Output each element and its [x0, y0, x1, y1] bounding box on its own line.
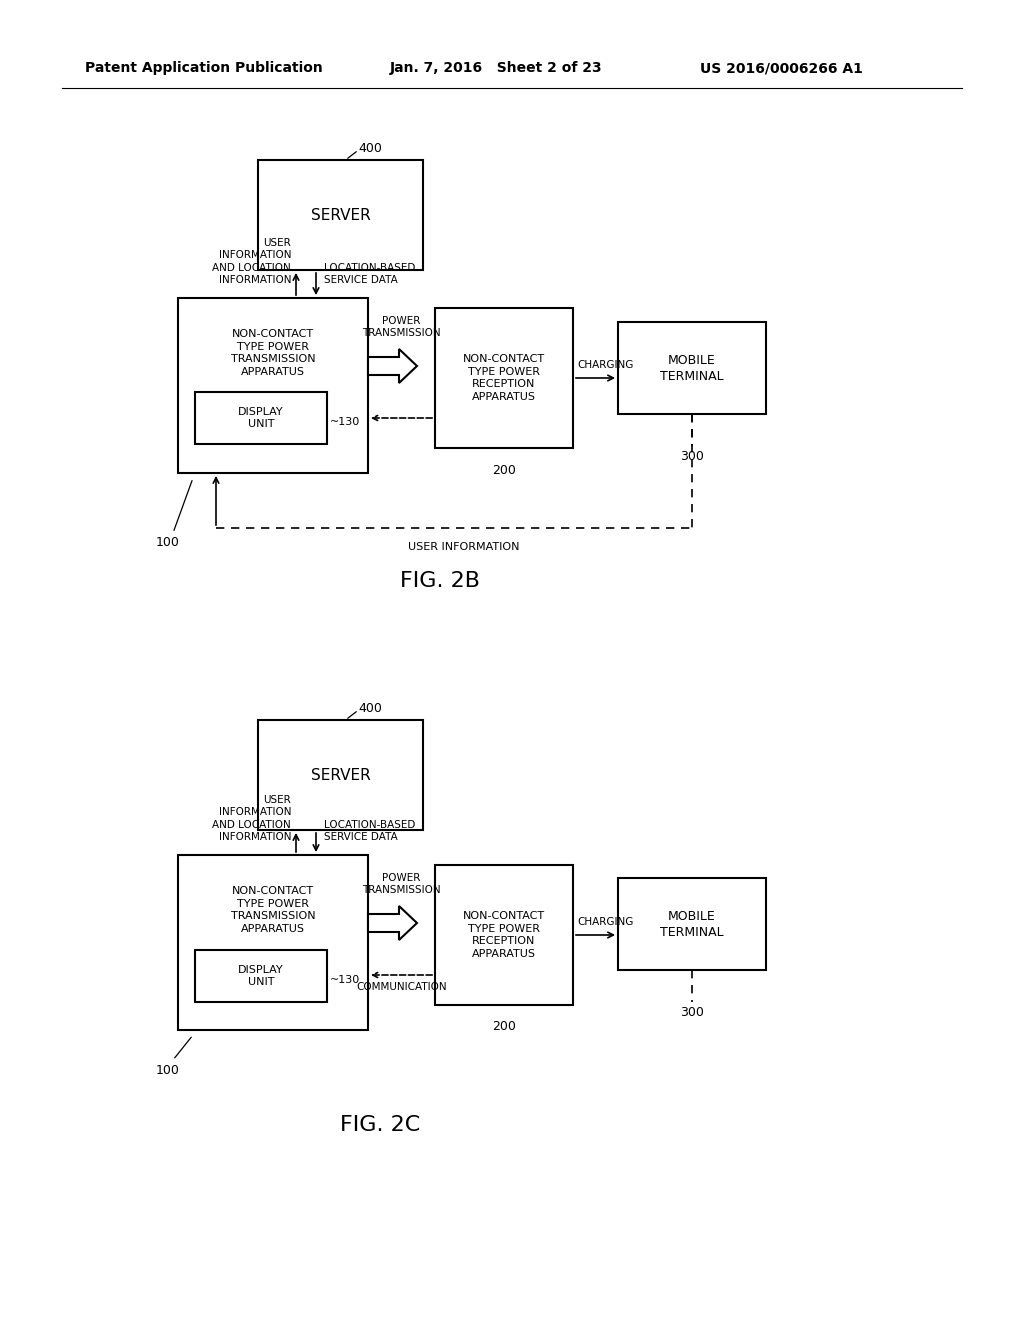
Text: MOBILE
TERMINAL: MOBILE TERMINAL	[660, 354, 724, 383]
Text: FIG. 2C: FIG. 2C	[340, 1115, 420, 1135]
Text: 300: 300	[680, 1006, 703, 1019]
Text: MOBILE
TERMINAL: MOBILE TERMINAL	[660, 909, 724, 939]
Bar	[435, 308, 573, 447]
Bar	[618, 878, 766, 970]
Text: POWER
TRANSMISSION: POWER TRANSMISSION	[362, 873, 440, 895]
FancyArrow shape	[368, 348, 417, 383]
Text: FIG. 2B: FIG. 2B	[400, 572, 480, 591]
Bar	[195, 392, 327, 444]
Bar	[258, 160, 423, 271]
Text: NON-CONTACT
TYPE POWER
RECEPTION
APPARATUS: NON-CONTACT TYPE POWER RECEPTION APPARAT…	[463, 354, 545, 401]
Text: COMMUNICATION: COMMUNICATION	[356, 982, 446, 993]
Text: USER
INFORMATION
AND LOCATION
INFORMATION: USER INFORMATION AND LOCATION INFORMATIO…	[212, 238, 291, 285]
Text: CHARGING: CHARGING	[577, 917, 634, 927]
Bar	[178, 298, 368, 473]
Text: NON-CONTACT
TYPE POWER
RECEPTION
APPARATUS: NON-CONTACT TYPE POWER RECEPTION APPARAT…	[463, 911, 545, 958]
Text: USER
INFORMATION
AND LOCATION
INFORMATION: USER INFORMATION AND LOCATION INFORMATIO…	[212, 795, 291, 842]
Text: 200: 200	[493, 463, 516, 477]
Text: DISPLAY
UNIT: DISPLAY UNIT	[239, 965, 284, 987]
Text: CHARGING: CHARGING	[577, 360, 634, 370]
Text: ~130: ~130	[330, 417, 360, 426]
Text: NON-CONTACT
TYPE POWER
TRANSMISSION
APPARATUS: NON-CONTACT TYPE POWER TRANSMISSION APPA…	[230, 330, 315, 376]
Text: USER INFORMATION: USER INFORMATION	[409, 543, 520, 552]
Text: DISPLAY
UNIT: DISPLAY UNIT	[239, 407, 284, 429]
FancyArrow shape	[368, 906, 417, 940]
Text: 100: 100	[156, 536, 180, 549]
Text: Patent Application Publication: Patent Application Publication	[85, 61, 323, 75]
Text: US 2016/0006266 A1: US 2016/0006266 A1	[700, 61, 863, 75]
Text: 100: 100	[156, 1064, 180, 1077]
Text: 400: 400	[358, 701, 382, 714]
Bar	[618, 322, 766, 414]
Text: 400: 400	[358, 141, 382, 154]
Text: 300: 300	[680, 450, 703, 462]
Text: 200: 200	[493, 1020, 516, 1034]
Bar	[258, 719, 423, 830]
Bar	[178, 855, 368, 1030]
Text: Jan. 7, 2016   Sheet 2 of 23: Jan. 7, 2016 Sheet 2 of 23	[390, 61, 603, 75]
Text: ~130: ~130	[330, 975, 360, 985]
Bar	[195, 950, 327, 1002]
Text: LOCATION-BASED
SERVICE DATA: LOCATION-BASED SERVICE DATA	[324, 820, 416, 842]
Text: POWER
TRANSMISSION: POWER TRANSMISSION	[362, 315, 440, 338]
Bar	[435, 865, 573, 1005]
Text: NON-CONTACT
TYPE POWER
TRANSMISSION
APPARATUS: NON-CONTACT TYPE POWER TRANSMISSION APPA…	[230, 887, 315, 933]
Text: SERVER: SERVER	[310, 207, 371, 223]
Text: LOCATION-BASED
SERVICE DATA: LOCATION-BASED SERVICE DATA	[324, 263, 416, 285]
Text: SERVER: SERVER	[310, 767, 371, 783]
